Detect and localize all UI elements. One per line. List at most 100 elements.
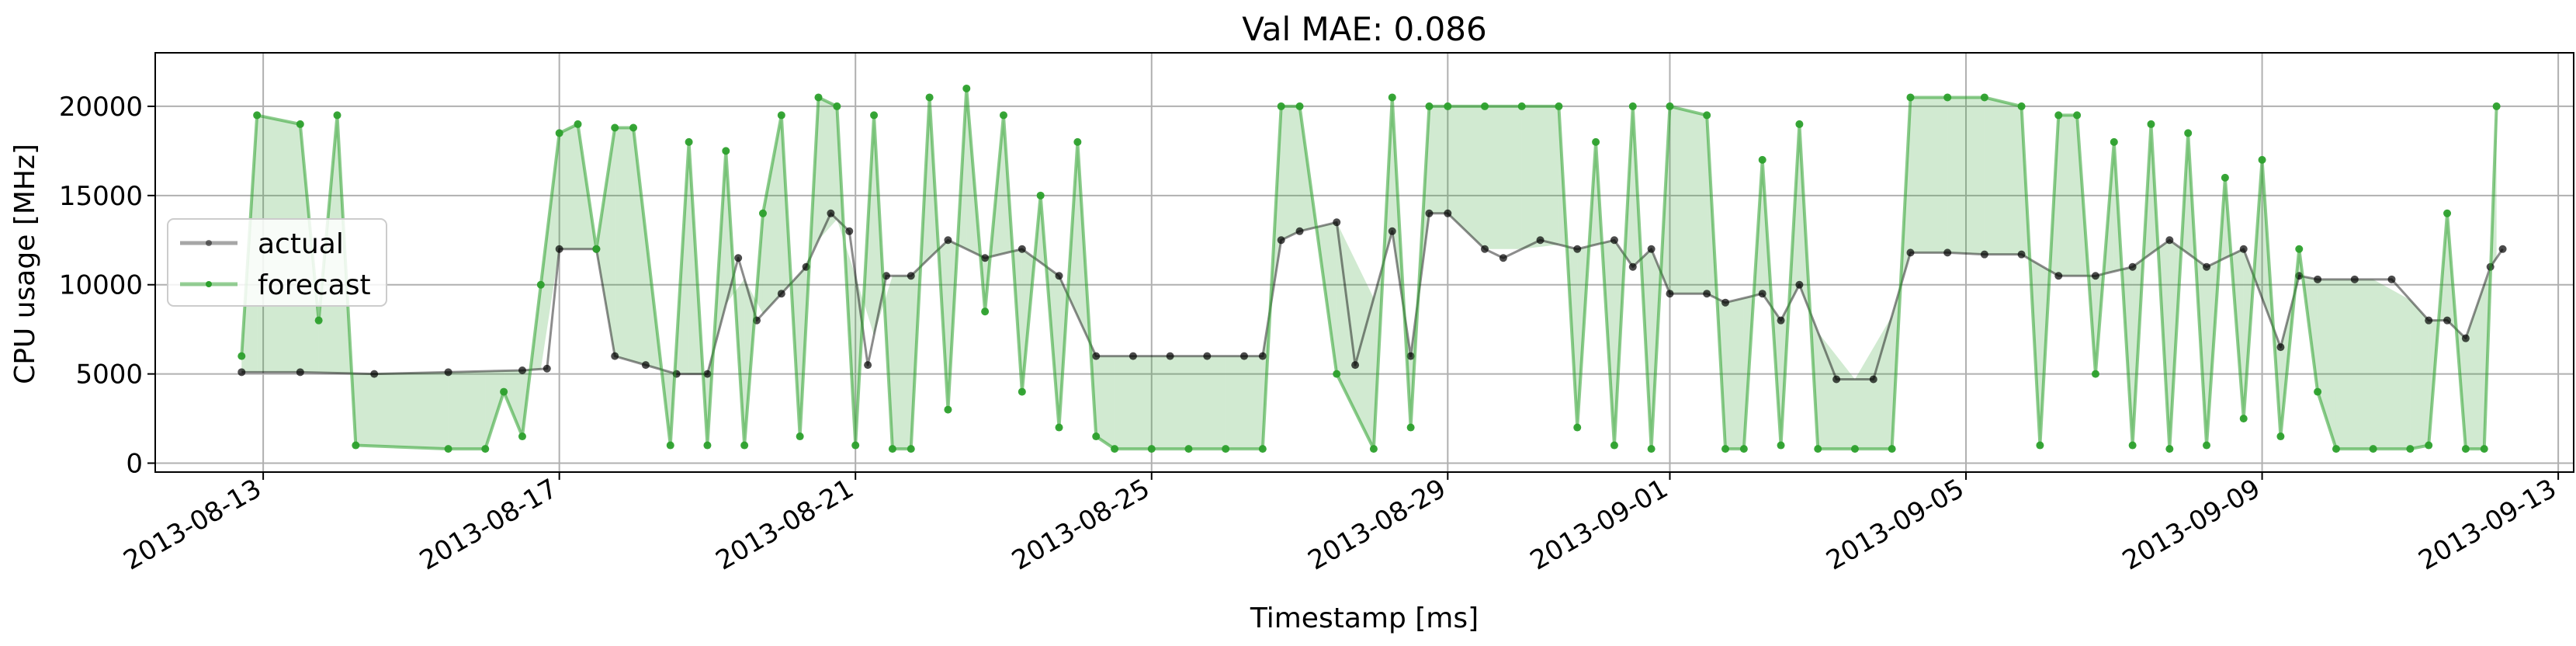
point-forecast [2091, 370, 2099, 378]
point-actual [1832, 375, 1841, 384]
point-actual [1703, 290, 1711, 298]
point-forecast [685, 137, 693, 146]
point-actual [1536, 236, 1545, 245]
point-forecast [296, 120, 304, 128]
error-band-segment [504, 370, 522, 437]
point-actual [1092, 352, 1101, 360]
error-band-segment [485, 370, 504, 450]
point-actual [1129, 352, 1137, 360]
point-actual [907, 272, 915, 280]
error-band-segment [559, 123, 578, 249]
point-forecast [2461, 445, 2470, 453]
point-forecast [722, 147, 730, 155]
legend-marker-forecast [206, 281, 212, 287]
point-actual [1258, 352, 1267, 360]
point-actual [1018, 245, 1026, 253]
point-actual [1795, 280, 1804, 289]
point-forecast [1906, 93, 1915, 102]
point-forecast [796, 432, 804, 441]
point-actual [981, 254, 990, 262]
point-actual [2425, 316, 2433, 325]
error-band-segment [355, 372, 449, 450]
point-actual [1943, 248, 1952, 257]
point-actual [444, 368, 452, 377]
point-forecast [2054, 111, 2063, 120]
error-band-segment [1429, 106, 1448, 214]
point-actual [1388, 227, 1396, 235]
error-band-segment [2318, 279, 2336, 450]
point-forecast [925, 93, 934, 102]
point-forecast [944, 405, 952, 414]
point-forecast [1444, 102, 1452, 110]
point-forecast [1018, 387, 1026, 396]
error-band-segment [448, 371, 486, 450]
y-tick-label: 0 [126, 449, 143, 480]
point-actual [845, 227, 854, 235]
point-forecast [1425, 102, 1434, 110]
chart-title: Val MAE: 0.086 [1242, 10, 1486, 48]
point-forecast [999, 111, 1007, 120]
point-actual [1166, 352, 1174, 360]
point-forecast [1406, 423, 1415, 432]
point-actual [1869, 375, 1877, 384]
point-forecast [2110, 137, 2118, 146]
point-forecast [352, 441, 360, 450]
point-actual [1295, 227, 1304, 235]
point-forecast [1111, 445, 1119, 453]
point-actual [1573, 245, 1582, 253]
point-forecast [814, 93, 823, 102]
point-actual [1333, 218, 1341, 227]
point-forecast [666, 441, 674, 450]
error-band-segment [1669, 106, 1708, 294]
error-band-segment [1447, 106, 1486, 249]
point-forecast [2017, 102, 2026, 110]
point-actual [370, 370, 379, 378]
point-actual [1980, 250, 1988, 259]
point-actual [1481, 245, 1489, 253]
error-band-segment [1188, 356, 1226, 450]
point-actual [1628, 262, 1637, 271]
y-tick-label: 10000 [59, 270, 143, 301]
point-actual [1647, 245, 1656, 253]
point-forecast [574, 120, 582, 128]
error-band-segment [1984, 97, 2022, 255]
series-layer [237, 84, 2507, 453]
error-band-segment [596, 127, 615, 356]
point-forecast [2203, 441, 2211, 450]
point-forecast [333, 111, 342, 120]
point-actual [1610, 236, 1618, 245]
point-actual [864, 361, 872, 370]
point-forecast [253, 111, 262, 120]
point-forecast [2128, 441, 2137, 450]
point-forecast [518, 432, 526, 441]
point-forecast [314, 316, 323, 325]
point-forecast [1369, 445, 1378, 453]
point-actual [1906, 248, 1915, 257]
point-actual [641, 361, 650, 370]
point-forecast [2258, 155, 2266, 164]
point-actual [543, 364, 551, 373]
point-forecast [536, 280, 545, 289]
point-actual [1499, 254, 1507, 262]
point-forecast [2184, 129, 2193, 137]
point-forecast [2295, 245, 2304, 253]
point-actual [2054, 272, 2063, 280]
point-forecast [1222, 445, 1230, 453]
point-actual [1055, 272, 1063, 280]
point-actual [944, 236, 952, 245]
point-forecast [1333, 370, 1341, 378]
point-forecast [1777, 441, 1785, 450]
point-forecast [1517, 102, 1526, 110]
point-forecast [2369, 445, 2377, 453]
point-forecast [1481, 102, 1489, 110]
point-forecast [500, 387, 508, 396]
point-forecast [1036, 191, 1045, 200]
point-forecast [2406, 445, 2415, 453]
point-actual [1444, 209, 1452, 217]
point-forecast [1980, 93, 1988, 102]
error-band-segment [615, 127, 634, 362]
point-actual [2165, 236, 2174, 245]
error-band-segment [2465, 284, 2484, 450]
error-band-segment [2410, 300, 2429, 450]
error-band-segment [1226, 356, 1263, 450]
